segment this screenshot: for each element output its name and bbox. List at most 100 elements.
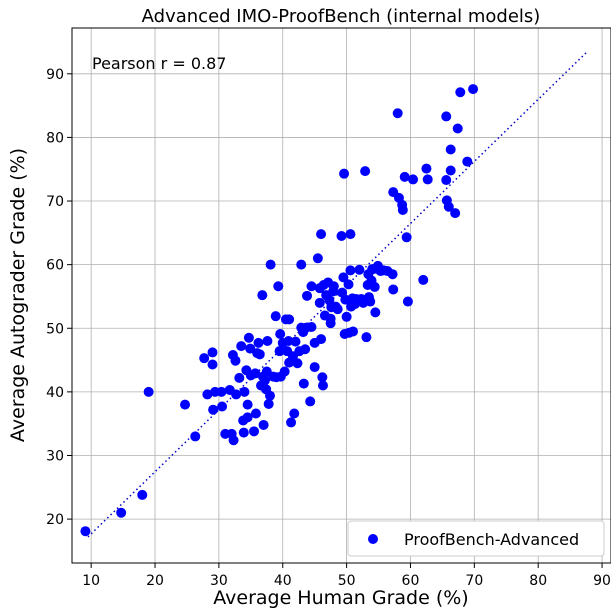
data-point <box>354 264 365 275</box>
data-point <box>332 304 343 315</box>
x-tick-label: 40 <box>274 573 292 589</box>
data-point <box>265 259 276 270</box>
data-point <box>243 332 254 343</box>
x-tick-label: 60 <box>402 573 420 589</box>
data-point <box>298 378 309 389</box>
data-point <box>236 341 247 352</box>
data-point <box>309 362 320 373</box>
data-point <box>264 390 275 401</box>
data-point <box>441 111 452 122</box>
data-point <box>317 380 328 391</box>
data-point <box>397 204 408 215</box>
data-point <box>360 166 371 177</box>
data-point <box>443 201 454 212</box>
data-point <box>270 311 281 322</box>
y-tick-label: 40 <box>46 385 64 401</box>
data-point <box>216 386 227 397</box>
axis-ticks: 10 20 30 40 50 60 70 80 90 20 30 40 50 60 70 80 90 <box>46 67 611 589</box>
data-point <box>408 174 419 185</box>
data-point <box>275 328 286 339</box>
data-point <box>302 290 313 301</box>
data-point <box>230 355 241 366</box>
data-point <box>228 435 239 446</box>
data-point <box>231 389 242 400</box>
data-point <box>116 507 127 518</box>
data-point <box>341 311 352 322</box>
y-axis-label: Average Autograder Grade (%) <box>7 148 29 442</box>
data-point <box>387 269 398 280</box>
data-point <box>292 358 303 369</box>
data-point <box>345 265 356 276</box>
y-tick-label: 80 <box>46 130 64 146</box>
data-point <box>300 344 311 355</box>
data-point <box>249 426 260 437</box>
data-point <box>234 372 245 383</box>
data-point <box>190 431 201 442</box>
data-point <box>338 272 349 283</box>
data-point <box>253 337 264 348</box>
x-tick-label: 80 <box>529 573 547 589</box>
x-tick-label: 50 <box>338 573 356 589</box>
data-point <box>259 375 270 386</box>
data-point <box>312 253 323 264</box>
data-point <box>325 313 336 324</box>
data-point <box>388 284 399 295</box>
data-point <box>422 174 433 185</box>
data-point <box>316 334 327 345</box>
data-point <box>207 359 218 370</box>
data-point <box>199 353 210 364</box>
data-point <box>296 259 307 270</box>
data-point <box>208 404 219 415</box>
data-point <box>262 335 273 346</box>
data-point <box>369 281 380 292</box>
data-point <box>421 163 432 174</box>
y-tick-label: 60 <box>46 258 64 274</box>
data-point <box>399 171 410 182</box>
chart-title: Advanced IMO-ProofBench (internal models… <box>142 6 541 27</box>
data-point <box>316 229 327 240</box>
legend-label: ProofBench-Advanced <box>404 530 579 549</box>
grid <box>72 28 611 563</box>
data-point <box>289 408 300 419</box>
data-point <box>441 175 452 186</box>
data-point <box>242 412 253 423</box>
x-tick-label: 10 <box>82 573 100 589</box>
fit-line-group <box>87 52 587 538</box>
data-point <box>257 290 268 301</box>
data-point <box>345 229 356 240</box>
data-point <box>217 401 228 412</box>
data-point <box>450 208 461 219</box>
data-point <box>452 123 463 134</box>
data-points <box>80 84 479 537</box>
y-tick-label: 90 <box>46 67 64 83</box>
data-point <box>137 489 148 500</box>
x-tick-label: 90 <box>593 573 611 589</box>
data-point <box>279 366 290 377</box>
y-tick-label: 70 <box>46 194 64 210</box>
plot-frame <box>71 27 611 564</box>
data-point <box>314 297 325 308</box>
data-point <box>250 368 261 379</box>
data-point <box>284 314 295 325</box>
data-point <box>445 165 456 176</box>
data-point <box>290 336 301 347</box>
data-point <box>402 296 413 307</box>
data-point <box>286 417 297 428</box>
data-point <box>273 281 284 292</box>
data-point <box>418 274 429 285</box>
data-point <box>263 398 274 409</box>
data-point <box>343 279 354 290</box>
data-point <box>306 321 317 332</box>
data-point <box>336 231 347 242</box>
x-tick-label: 70 <box>465 573 483 589</box>
data-point <box>254 349 265 360</box>
data-point <box>365 296 376 307</box>
data-point <box>306 281 317 292</box>
data-point <box>392 108 403 119</box>
data-point <box>207 347 218 358</box>
data-point <box>317 372 328 383</box>
data-point <box>258 419 269 430</box>
data-point <box>250 408 261 419</box>
data-point <box>180 399 191 410</box>
